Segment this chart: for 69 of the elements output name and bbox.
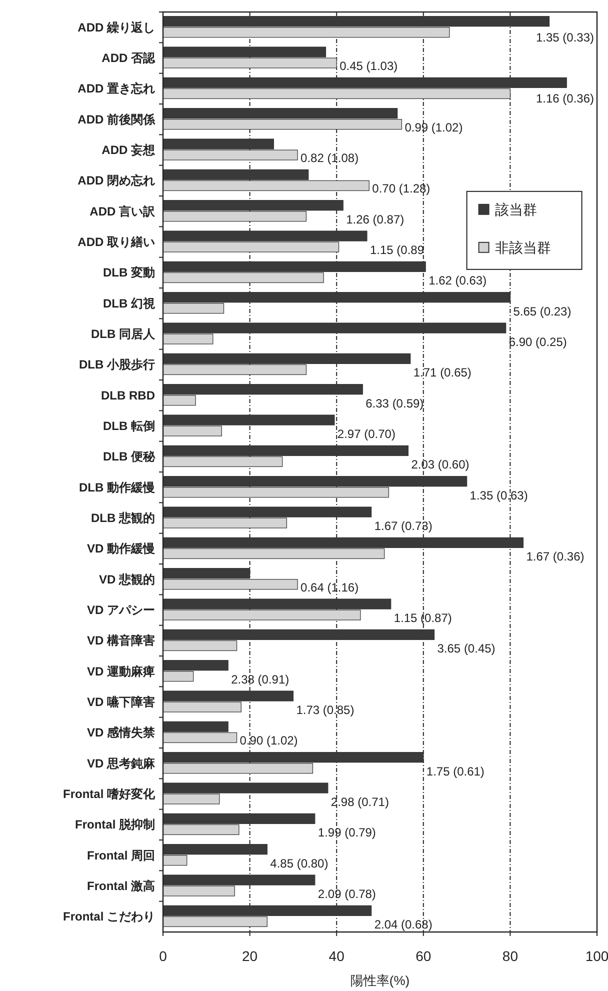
annotation: 5.65 (0.23) [513, 304, 572, 318]
annotation: 4.85 (0.80) [270, 856, 328, 870]
annotation: 6.90 (0.25) [508, 335, 567, 349]
annotation: 0.90 (1.02) [240, 734, 298, 748]
y-tick-label: DLB 悲観的 [91, 511, 155, 525]
y-tick-label: DLB 同居人 [91, 327, 156, 341]
y-tick-label: DLB 小股歩行 [79, 358, 155, 372]
x-tick-label: 40 [328, 948, 345, 964]
annotation: 1.16 (0.36) [536, 92, 594, 106]
y-tick-label: DLB 変動 [103, 266, 155, 280]
annotation: 1.26 (0.87) [346, 212, 404, 226]
annotation: 0.45 (1.03) [340, 59, 398, 73]
annotation: 2.04 (0.68) [374, 918, 432, 932]
y-tick-label: DLB 動作緩慢 [79, 480, 155, 494]
x-tick-label: 20 [242, 948, 258, 964]
annotation: 2.09 (0.78) [318, 887, 376, 901]
x-axis-title: 陽性率(%) [350, 973, 410, 988]
y-tick-label: VD 運動麻痺 [86, 664, 155, 678]
y-tick-label: VD 嚥下障害 [86, 695, 155, 709]
annotation: 2.03 (0.60) [411, 458, 470, 472]
y-tick-label: ADD 閉め忘れ [78, 174, 155, 188]
annotation: 1.67 (0.36) [526, 550, 584, 564]
annotation: 1.73 (0.85) [296, 703, 354, 717]
y-tick-label: ADD 否認 [102, 51, 156, 65]
annotation: 0.99 (1.02) [404, 120, 463, 134]
y-tick-label: Frontal こだわり [63, 910, 155, 924]
y-tick-label: ADD 妄想 [102, 143, 156, 157]
annotation: 6.33 (0.59) [366, 396, 424, 410]
annotation: 2.98 (0.71) [330, 795, 389, 809]
annotation: 1.62 (0.63) [428, 274, 487, 288]
annotation: 1.35 (0.33) [536, 30, 594, 44]
x-tick-label: 0 [159, 948, 168, 964]
y-tick-label: Frontal 脱抑制 [75, 818, 155, 832]
y-tick-label: Frontal 周回 [87, 848, 155, 862]
annotation: 3.65 (0.45) [437, 642, 496, 656]
annotation: 2.38 (0.91) [231, 672, 290, 686]
annotation: 1.67 (0.73) [374, 519, 432, 533]
y-tick-label: ADD 前後関係 [78, 112, 156, 126]
y-tick-label: VD 動作緩慢 [86, 542, 155, 556]
y-tick-label: VD アパシー [86, 603, 155, 617]
y-tick-label: ADD 言い訳 [90, 204, 156, 218]
y-tick-label: DLB RBD [101, 388, 156, 402]
y-tick-label: Frontal 嗜好変化 [63, 787, 156, 801]
x-tick-label: 80 [502, 948, 518, 964]
annotation: 2.97 (0.70) [337, 427, 396, 441]
y-tick-label: DLB 転倒 [103, 419, 155, 433]
x-tick-label: 60 [416, 948, 432, 964]
annotation: 0.64 (1.16) [300, 580, 359, 594]
y-tick-label: VD 感情失禁 [86, 726, 156, 740]
annotation: 1.15 (0.89 [370, 243, 424, 257]
y-tick-label: ADD 繰り返し [78, 20, 155, 34]
legend-label: 非該当群 [494, 239, 551, 256]
annotation: 1.15 (0.87) [394, 611, 452, 625]
y-tick-label: Frontal 激高 [87, 879, 155, 893]
annotation: 1.71 (0.65) [413, 366, 472, 380]
y-tick-label: ADD 置き忘れ [78, 82, 155, 96]
y-tick-label: DLB 便秘 [103, 450, 156, 464]
y-tick-label: VD 悲観的 [98, 572, 155, 586]
annotation: 1.75 (0.61) [426, 764, 484, 778]
y-tick-label: VD 思考鈍麻 [86, 756, 156, 770]
y-tick-label: ADD 取り繕い [78, 235, 155, 249]
y-tick-label: VD 構音障害 [86, 634, 155, 648]
legend-label: 該当群 [494, 201, 537, 218]
annotation: 0.70 (1.28) [372, 182, 430, 196]
annotation: 1.99 (0.79) [318, 826, 376, 840]
y-tick-label: DLB 幻視 [103, 296, 156, 310]
annotation: 1.35 (0.63) [470, 488, 528, 502]
x-tick-label: 100 [585, 948, 608, 964]
annotation: 0.82 (1.08) [300, 151, 359, 165]
